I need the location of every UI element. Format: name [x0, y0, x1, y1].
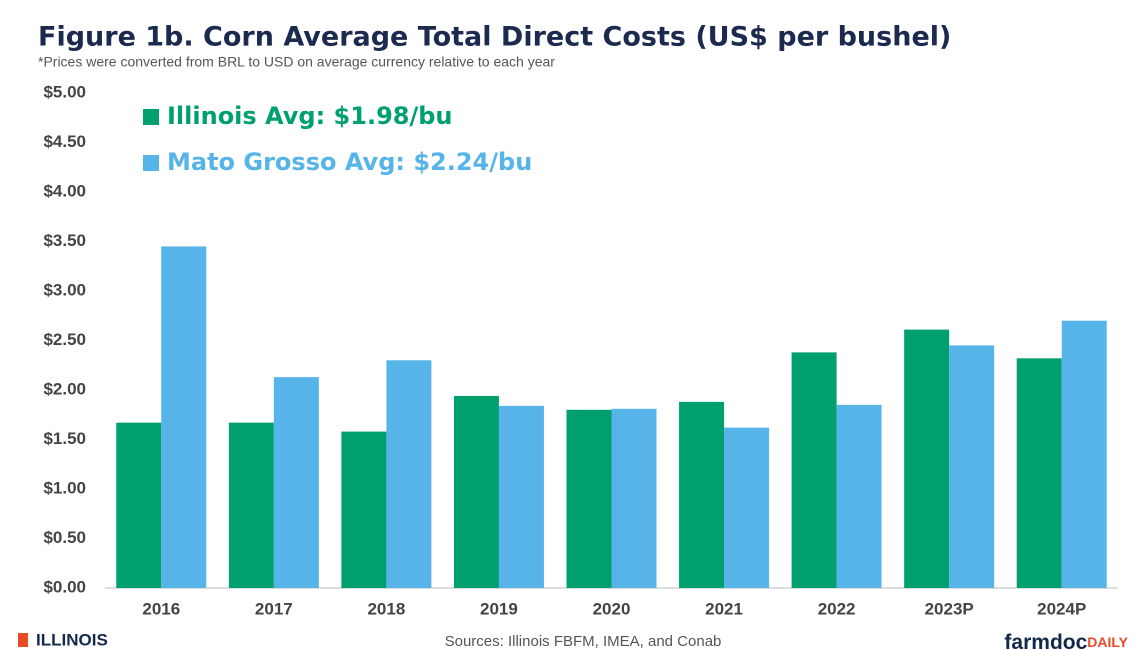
bar [724, 427, 770, 588]
y-tick-label: $3.00 [43, 280, 86, 299]
y-tick-label: $0.00 [43, 577, 86, 596]
legend-swatch [143, 155, 159, 171]
y-tick-label: $4.50 [43, 132, 86, 151]
bar [341, 431, 387, 588]
logo-icon [18, 633, 28, 647]
bar [273, 377, 319, 588]
x-tick-label: 2020 [593, 599, 631, 618]
bar [566, 409, 612, 588]
chart-subtitle: *Prices were converted from BRL to USD o… [38, 54, 555, 70]
y-tick-label: $5.00 [43, 82, 86, 101]
bar [453, 395, 499, 588]
bar [228, 422, 274, 588]
bar [386, 360, 432, 588]
bar [498, 405, 544, 588]
bar [679, 401, 725, 588]
x-tick-label: 2016 [142, 599, 180, 618]
legend-label: Mato Grosso Avg: $2.24/bu [167, 148, 532, 176]
brand: farmdocDAILY [1004, 631, 1128, 650]
chart-title: Figure 1b. Corn Average Total Direct Cos… [38, 22, 951, 53]
bar [161, 246, 207, 588]
x-tick-label: 2017 [255, 599, 293, 618]
x-tick-label: 2018 [367, 599, 405, 618]
brand-sub: DAILY [1087, 634, 1128, 650]
x-tick-label: 2022 [818, 599, 856, 618]
y-tick-label: $3.50 [43, 231, 86, 250]
y-tick-label: $1.50 [43, 429, 86, 448]
y-tick-label: $0.50 [43, 528, 86, 547]
bar [904, 329, 950, 588]
bar [949, 345, 995, 588]
x-tick-label: 2021 [705, 599, 743, 618]
logo-text: ILLINOIS [36, 630, 108, 649]
x-tick-label: 2023P [925, 599, 974, 618]
source-note: Sources: Illinois FBFM, IMEA, and Conab [445, 633, 722, 650]
bar [611, 408, 657, 588]
bar [836, 404, 882, 588]
bar [116, 422, 162, 588]
bar [791, 352, 837, 588]
y-tick-label: $1.00 [43, 478, 86, 497]
bar [1016, 358, 1062, 588]
x-tick-label: 2024P [1037, 599, 1086, 618]
x-tick-label: 2019 [480, 599, 518, 618]
bar [1061, 320, 1107, 588]
y-tick-label: $2.00 [43, 379, 86, 398]
y-tick-label: $4.00 [43, 181, 86, 200]
brand-main: farmdoc [1004, 631, 1087, 650]
legend-swatch [143, 109, 159, 125]
legend-label: Illinois Avg: $1.98/bu [167, 102, 453, 130]
y-tick-label: $2.50 [43, 330, 86, 349]
